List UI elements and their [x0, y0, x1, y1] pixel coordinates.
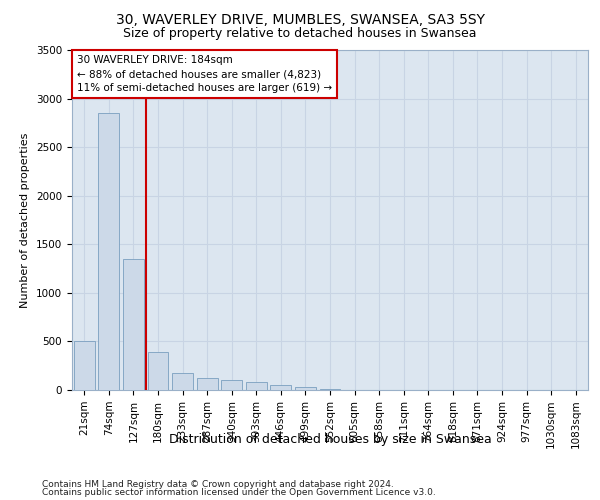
Bar	[123, 259, 144, 390]
Y-axis label: Number of detached properties: Number of detached properties	[20, 132, 31, 308]
Bar	[320, 389, 340, 390]
Text: 30, WAVERLEY DRIVE, MUMBLES, SWANSEA, SA3 5SY: 30, WAVERLEY DRIVE, MUMBLES, SWANSEA, SA…	[115, 12, 485, 26]
Bar	[246, 382, 267, 390]
Text: Size of property relative to detached houses in Swansea: Size of property relative to detached ho…	[123, 28, 477, 40]
Text: 30 WAVERLEY DRIVE: 184sqm
← 88% of detached houses are smaller (4,823)
11% of se: 30 WAVERLEY DRIVE: 184sqm ← 88% of detac…	[77, 55, 332, 93]
Text: Distribution of detached houses by size in Swansea: Distribution of detached houses by size …	[169, 432, 491, 446]
Bar	[148, 352, 169, 390]
Bar	[221, 380, 242, 390]
Bar	[172, 373, 193, 390]
Bar	[98, 113, 119, 390]
Bar	[197, 378, 218, 390]
Text: Contains HM Land Registry data © Crown copyright and database right 2024.: Contains HM Land Registry data © Crown c…	[42, 480, 394, 489]
Bar	[295, 387, 316, 390]
Bar	[271, 384, 292, 390]
Bar	[74, 342, 95, 390]
Text: Contains public sector information licensed under the Open Government Licence v3: Contains public sector information licen…	[42, 488, 436, 497]
